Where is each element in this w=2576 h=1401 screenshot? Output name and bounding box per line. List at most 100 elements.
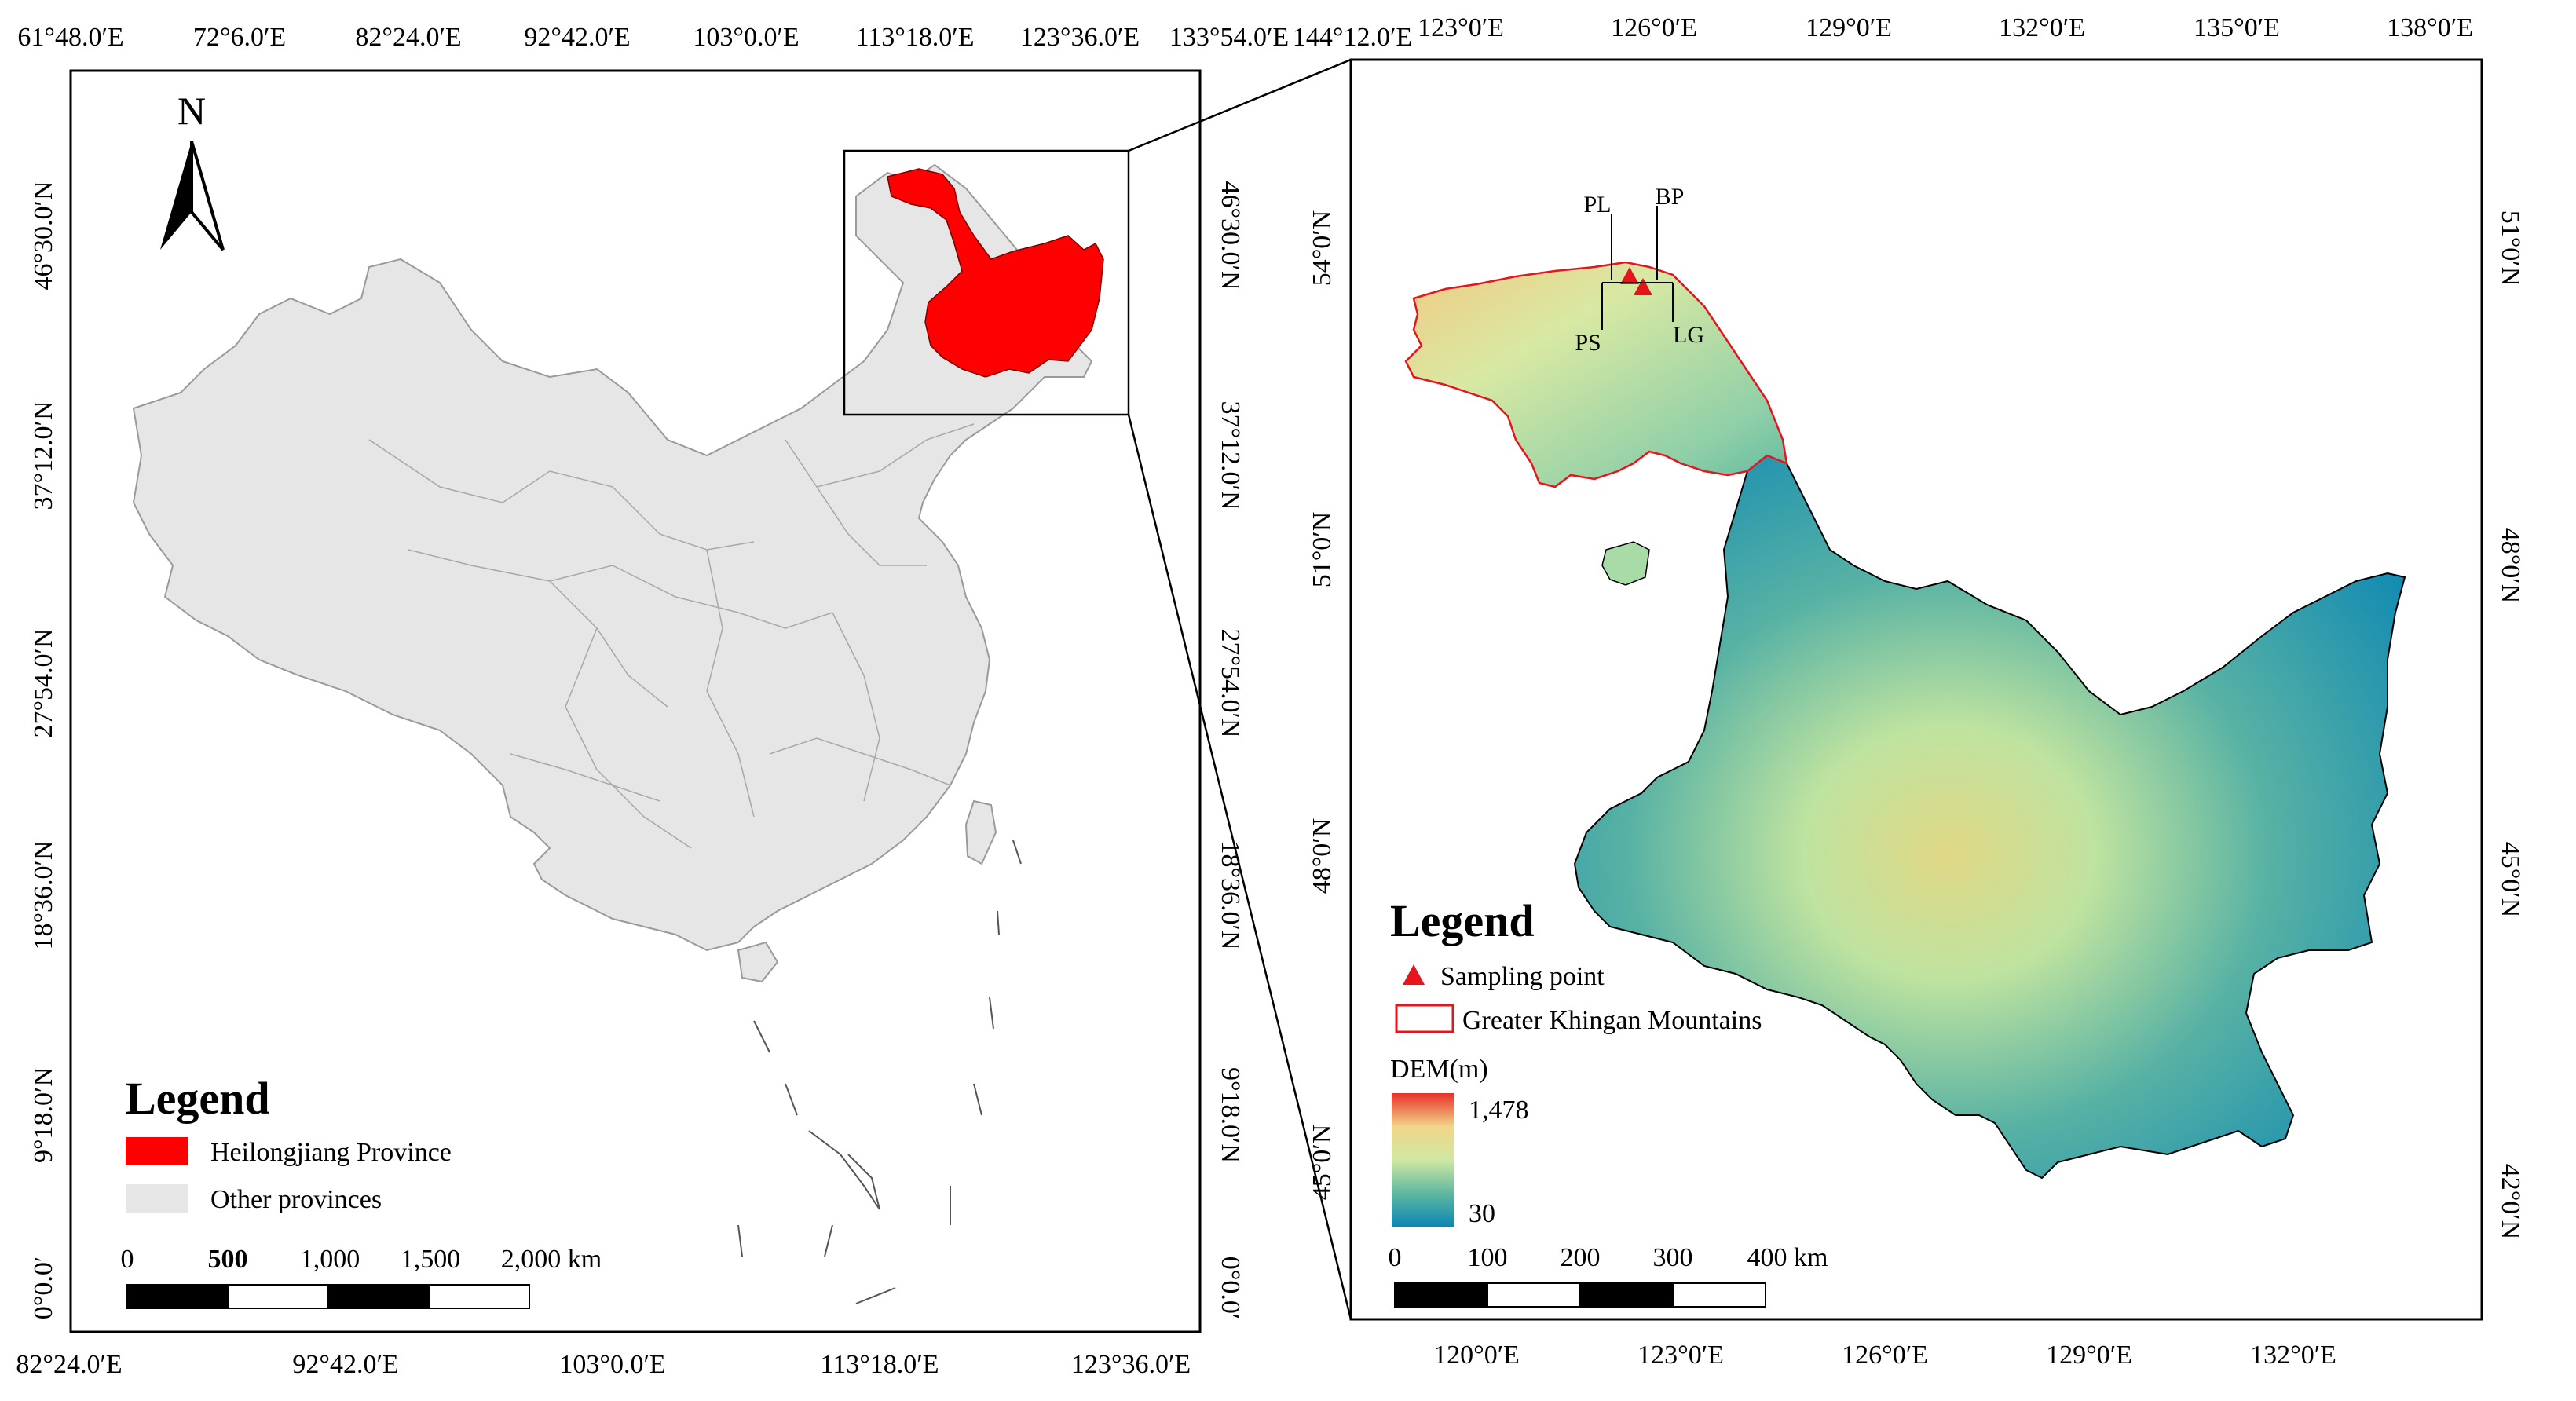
china-top-tick: 133°54.0′E <box>1169 23 1289 52</box>
dem-scale-label: 100 <box>1468 1243 1508 1272</box>
china-top-tick: 113°18.0′E <box>855 23 974 52</box>
dem-right-tick: 45°0′N <box>2496 842 2525 918</box>
heilongjiang-legend-swatch <box>126 1137 188 1165</box>
china-bottom-tick: 82°24.0′E <box>16 1350 122 1379</box>
china-bottom-tick: 103°0.0′E <box>559 1350 665 1379</box>
dem-legend: Legend Sampling point Greater Khingan Mo… <box>1390 895 1762 1228</box>
site-label-pl: PL <box>1583 192 1611 218</box>
dem-top-tick: 126°0′E <box>1611 13 1697 42</box>
dem-color-ramp <box>1392 1093 1454 1227</box>
hainan-island-shape <box>737 941 779 983</box>
north-arrow: N <box>160 89 225 251</box>
heilongjiang-province-shape <box>887 168 1104 378</box>
dem-top-tick: 135°0′E <box>2194 13 2280 42</box>
dem-left-ticks: 54°0′N 51°0′N 48°0′N 45°0′N <box>1308 210 1337 1201</box>
china-left-ticks: 46°30.0′N 37°12.0′N 27°54.0′N 18°36.0′N … <box>29 181 58 1319</box>
china-scale-label: 2,000 km <box>501 1245 602 1274</box>
china-right-tick: 18°36.0′N <box>1216 840 1245 949</box>
dem-left-tick: 48°0′N <box>1308 818 1337 894</box>
greater-khingan-region-shape <box>1404 261 1788 488</box>
china-bottom-tick: 113°18.0′E <box>820 1350 939 1379</box>
site-label-lg: LG <box>1673 322 1704 348</box>
china-top-tick: 72°6.0′E <box>193 23 286 52</box>
china-top-tick: 61°48.0′E <box>17 23 123 52</box>
sampling-point-icon <box>1634 278 1652 295</box>
north-label: N <box>177 89 206 133</box>
china-bottom-tick: 92°42.0′E <box>292 1350 398 1379</box>
dem-bottom-tick: 123°0′E <box>1637 1341 1724 1370</box>
dem-left-tick: 54°0′N <box>1308 210 1337 287</box>
china-right-tick: 27°54.0′N <box>1216 628 1245 737</box>
dem-left-tick: 45°0′N <box>1308 1125 1337 1201</box>
dem-max-label: 1,478 <box>1469 1096 1529 1125</box>
china-top-ticks: 61°48.0′E 72°6.0′E 82°24.0′E 92°42.0′E 1… <box>17 23 1412 52</box>
site-label-ps: PS <box>1575 330 1601 356</box>
china-left-tick: 46°30.0′N <box>29 181 58 290</box>
dem-top-ticks: 123°0′E 126°0′E 129°0′E 132°0′E 135°0′E … <box>1418 13 2473 42</box>
china-scale-label: 1,500 <box>401 1245 461 1274</box>
china-scale-label: 500 <box>208 1245 248 1274</box>
dem-min-label: 30 <box>1469 1199 1495 1228</box>
dem-scale-label: 200 <box>1561 1243 1601 1272</box>
china-map-panel: 61°48.0′E 72°6.0′E 82°24.0′E 92°42.0′E 1… <box>16 23 1412 1379</box>
dem-top-tick: 123°0′E <box>1418 13 1504 42</box>
greater-khingan-legend-swatch <box>1395 1004 1454 1033</box>
dem-scale-label: 300 <box>1653 1243 1693 1272</box>
dem-top-tick: 132°0′E <box>1999 13 2085 42</box>
china-left-tick: 9°18.0′N <box>29 1067 58 1163</box>
dem-right-ticks: 51°0′N 48°0′N 45°0′N 42°0′N <box>2496 210 2525 1240</box>
heilongjiang-dem-shape <box>1573 454 2406 1180</box>
inset-connector-lines <box>1127 58 1352 1320</box>
south-china-sea-lines <box>737 840 1022 1304</box>
greater-khingan-legend-label: Greater Khingan Mountains <box>1462 1006 1762 1035</box>
heilongjiang-legend-label: Heilongjiang Province <box>210 1138 452 1167</box>
sampling-point-legend-label: Sampling point <box>1440 962 1605 991</box>
heilongjiang-dem-panel: 123°0′E 126°0′E 129°0′E 132°0′E 135°0′E … <box>1308 13 2525 1370</box>
dem-right-tick: 51°0′N <box>2496 210 2525 287</box>
sampling-point-legend-icon <box>1403 964 1425 985</box>
dem-top-tick: 138°0′E <box>2387 13 2473 42</box>
china-top-tick: 103°0.0′E <box>693 23 799 52</box>
china-right-tick: 37°12.0′N <box>1216 401 1245 510</box>
china-top-tick: 123°36.0′E <box>1020 23 1140 52</box>
china-left-tick: 37°12.0′N <box>29 401 58 510</box>
china-legend-title: Legend <box>126 1073 270 1124</box>
china-bottom-ticks: 82°24.0′E 92°42.0′E 103°0.0′E 113°18.0′E… <box>16 1350 1191 1379</box>
china-right-tick: 0°0.0′ <box>1216 1257 1245 1320</box>
dem-bottom-tick: 126°0′E <box>1842 1341 1928 1370</box>
china-province-borders <box>368 423 975 849</box>
china-scale-label: 0 <box>121 1245 134 1274</box>
sampling-sites: PL BP PS LG <box>1575 184 1704 356</box>
dem-bottom-tick: 129°0′E <box>2046 1341 2132 1370</box>
north-arrow-icon <box>160 141 192 250</box>
china-top-tick: 92°42.0′E <box>524 23 630 52</box>
dem-legend-title: Legend <box>1390 895 1535 946</box>
dem-left-tick: 51°0′N <box>1308 512 1337 588</box>
dem-scale-bar: 0 100 200 300 400 km <box>1389 1243 1828 1308</box>
other-provinces-legend-swatch <box>126 1184 188 1213</box>
taiwan-island-shape <box>964 799 997 865</box>
china-right-ticks: 46°30.0′N 37°12.0′N 27°54.0′N 18°36.0′N … <box>1216 181 1245 1319</box>
china-left-tick: 27°54.0′N <box>29 628 58 737</box>
dem-bottom-tick: 132°0′E <box>2250 1341 2336 1370</box>
dem-bottom-tick: 120°0′E <box>1433 1341 1520 1370</box>
china-legend: Legend Heilongjiang Province Other provi… <box>126 1073 452 1214</box>
dem-scale-label: 0 <box>1389 1243 1402 1272</box>
china-left-tick: 0°0.0′ <box>29 1257 58 1320</box>
dem-scale-label: 400 km <box>1747 1243 1828 1272</box>
dem-bottom-ticks: 120°0′E 123°0′E 126°0′E 129°0′E 132°0′E <box>1433 1341 2336 1370</box>
china-scale-bar: 0 500 1,000 1,500 2,000 km <box>121 1245 602 1309</box>
china-top-tick: 144°12.0′E <box>1293 23 1412 52</box>
china-top-tick: 82°24.0′E <box>355 23 461 52</box>
china-right-tick: 46°30.0′N <box>1216 181 1245 290</box>
sampling-point-icon <box>1620 267 1639 284</box>
dem-ramp-label: DEM(m) <box>1390 1055 1488 1084</box>
inset-extent-box <box>843 149 1130 416</box>
china-left-tick: 18°36.0′N <box>29 840 58 949</box>
dem-top-tick: 129°0′E <box>1806 13 1892 42</box>
dem-right-tick: 48°0′N <box>2496 528 2525 604</box>
china-other-provinces-shape <box>132 163 1093 952</box>
site-label-bp: BP <box>1656 184 1685 210</box>
china-scale-label: 1,000 <box>300 1245 360 1274</box>
